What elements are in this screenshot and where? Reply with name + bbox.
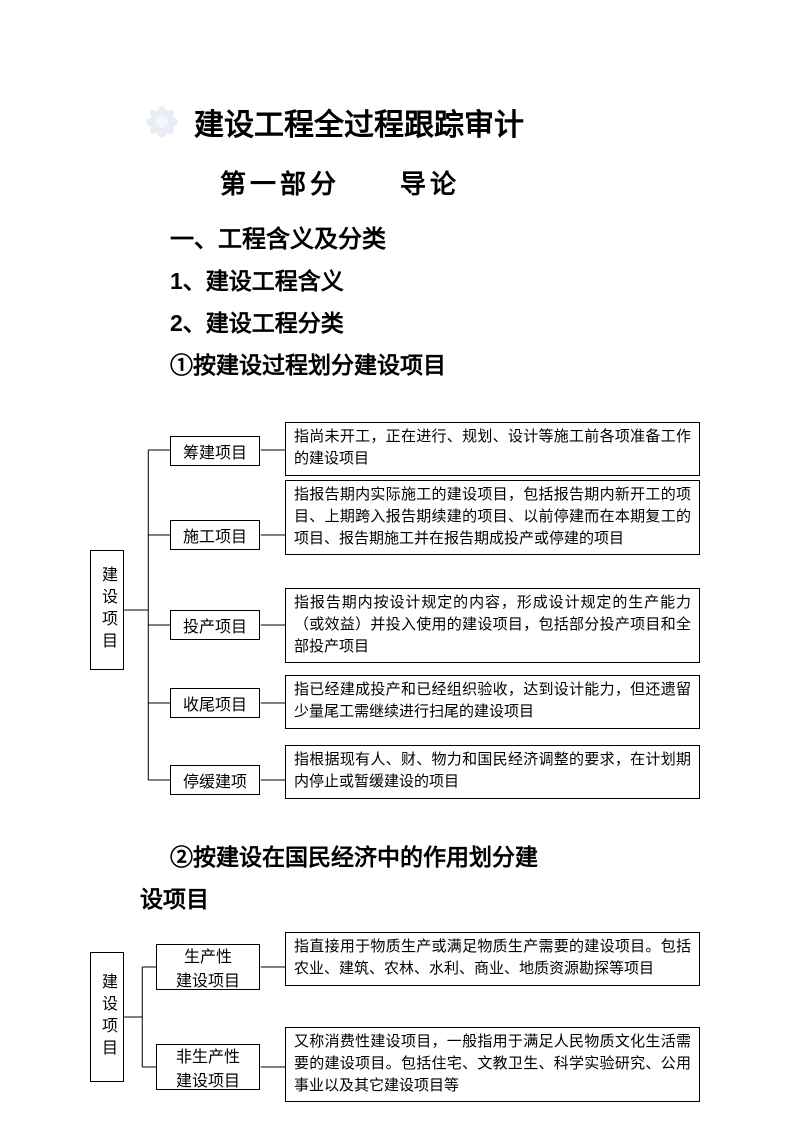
diagram-1-desc-1: 指报告期内实际施工的建设项目，包括报告期内新开工的项目、上期跨入报告期续建的项目… [285,480,700,555]
main-title: 建设工程全过程跟踪审计 [194,100,524,144]
snowflake-icon [140,100,184,144]
diagram-2-root: 建设项目 [90,952,124,1082]
subtitle: 第一部分 导论 [220,164,713,201]
diagram-2-desc-0: 指直接用于物质生产或满足物质生产需要的建设项目。包括农业、建筑、农林、水利、商业… [285,932,700,986]
diagram-1-desc-3: 指已经建成投产和已经组织验收，达到设计能力，但还遗留少量尾工需继续进行扫尾的建设… [285,675,700,729]
diagram-1-label-4: 停缓建项 [170,765,260,795]
diagram-1-label-0: 筹建项目 [170,436,260,466]
diagram-1-desc-2: 指报告期内按设计规定的内容，形成设计规定的生产能力（或效益）并投入使用的建设项目… [285,588,700,663]
section-heading-1-2-1: ①按建设过程划分建设项目 [170,346,713,380]
diagram-1-label-1: 施工项目 [170,520,260,550]
section-heading-1-2: 2、建设工程分类 [170,304,713,338]
diagram-2-desc-1: 又称消费性建设项目，一般指用于满足人民物质文化生活需要的建设项目。包括住宅、文教… [285,1027,700,1102]
diagram-2: 建设项目 生产性 建设项目 指直接用于物质生产或满足物质生产需要的建设项目。包括… [90,932,713,1102]
diagram-1-desc-0: 指尚未开工，正在进行、规划、设计等施工前各项准备工作的建设项目 [285,422,700,476]
page: 建设工程全过程跟踪审计 第一部分 导论 一、工程含义及分类 1、建设工程含义 2… [0,0,793,1142]
diagram-2-label-1: 非生产性 建设项目 [156,1044,260,1090]
diagram-1-label-3: 收尾项目 [170,688,260,718]
diagram-2-label-0: 生产性 建设项目 [156,944,260,990]
section-heading-1-1: 1、建设工程含义 [170,262,713,296]
diagram-1-label-2: 投产项目 [170,610,260,640]
diagram-1-root: 建设项目 [90,550,124,670]
title-row: 建设工程全过程跟踪审计 [140,100,713,144]
section-heading-1-2-2b: 设项目 [140,880,713,914]
diagram-1: 建设项目 筹建项目 指尚未开工，正在进行、规划、设计等施工前各项准备工作的建设项… [90,420,713,800]
section-heading-1-2-2a: ②按建设在国民经济中的作用划分建 [170,838,713,872]
section-heading-1: 一、工程含义及分类 [170,219,713,254]
diagram-1-desc-4: 指根据现有人、财、物力和国民经济调整的要求，在计划期内停止或暂缓建设的项目 [285,745,700,799]
